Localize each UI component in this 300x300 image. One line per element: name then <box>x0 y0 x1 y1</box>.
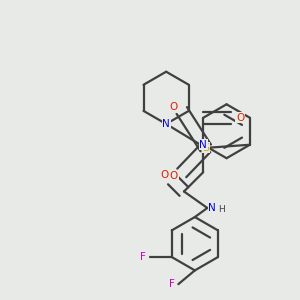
Text: O: O <box>236 113 244 123</box>
Text: O: O <box>170 171 178 181</box>
Text: N: N <box>162 119 170 129</box>
Text: O: O <box>170 102 178 112</box>
Text: F: F <box>140 252 146 262</box>
Text: N: N <box>199 140 207 150</box>
Text: H: H <box>218 205 225 214</box>
Text: O: O <box>160 170 169 180</box>
Text: S: S <box>202 143 209 153</box>
Text: N: N <box>208 203 216 213</box>
Text: F: F <box>169 279 174 289</box>
